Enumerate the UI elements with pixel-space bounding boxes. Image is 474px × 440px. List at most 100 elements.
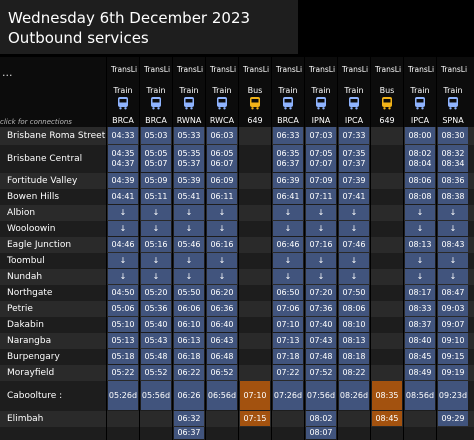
time-cell[interactable]: 06:39	[273, 173, 303, 188]
time-cell[interactable]: 05:41	[174, 189, 204, 204]
time-cell[interactable]: 06:05 06:07	[207, 145, 237, 172]
time-cell[interactable]: 07:09	[306, 173, 336, 188]
time-cell[interactable]: 07:26d	[273, 381, 303, 410]
time-cell[interactable]: ↓	[207, 221, 237, 236]
time-cell[interactable]: 08:45	[372, 411, 402, 426]
time-cell[interactable]: 06:36	[207, 301, 237, 316]
time-cell[interactable]: ↓	[141, 221, 171, 236]
time-cell[interactable]: 05:50	[174, 285, 204, 300]
time-cell[interactable]: 08:35	[372, 381, 402, 410]
service-column-header[interactable]: TransLi Train RWNA	[174, 57, 204, 129]
time-cell[interactable]: ↓	[141, 269, 171, 284]
time-cell[interactable]: 08:43	[438, 237, 468, 252]
station-name[interactable]: Toombul	[7, 255, 45, 266]
time-cell[interactable]: 08:08	[405, 189, 435, 204]
station-name[interactable]: Burpengary	[7, 351, 60, 362]
time-cell[interactable]: 08:10	[339, 317, 369, 332]
time-cell[interactable]: 06:20	[207, 285, 237, 300]
time-cell[interactable]: 06:06	[174, 301, 204, 316]
time-cell[interactable]: 08:02	[306, 411, 336, 426]
time-cell[interactable]: ↓	[108, 221, 138, 236]
time-cell[interactable]: 05:35 05:37	[174, 145, 204, 172]
time-cell[interactable]: ↓	[108, 269, 138, 284]
time-cell[interactable]: 09:10	[438, 333, 468, 348]
time-cell[interactable]: 07:43	[306, 333, 336, 348]
time-cell[interactable]: 06:10	[174, 317, 204, 332]
time-cell[interactable]: ↓	[306, 205, 336, 220]
station-name[interactable]: Brisbane Central	[7, 153, 83, 164]
time-cell[interactable]: 06:43	[207, 333, 237, 348]
time-cell[interactable]: 05:43	[141, 333, 171, 348]
service-column-header[interactable]: TransLi Train IPNA	[306, 57, 336, 129]
time-cell[interactable]: 08:17	[405, 285, 435, 300]
station-name[interactable]: Northgate	[7, 287, 53, 298]
time-cell[interactable]: 08:06	[339, 301, 369, 316]
time-cell[interactable]: 05:39	[174, 173, 204, 188]
service-column-header[interactable]: TransLi Train BRCA	[108, 57, 138, 129]
time-cell[interactable]: 06:03	[207, 127, 237, 144]
time-cell[interactable]: 06:52	[207, 365, 237, 380]
time-cell[interactable]: 08:26d	[339, 381, 369, 410]
time-cell[interactable]: ↓	[174, 205, 204, 220]
time-cell[interactable]: 06:41	[273, 189, 303, 204]
time-cell[interactable]: 05:18	[108, 349, 138, 364]
time-cell[interactable]: 05:06	[108, 301, 138, 316]
time-cell[interactable]: 08:37	[405, 317, 435, 332]
station-name[interactable]: Morayfield	[7, 367, 55, 378]
station-name[interactable]: Albion	[7, 207, 36, 218]
time-cell[interactable]: 06:32	[174, 411, 204, 426]
time-cell[interactable]: 08:40	[405, 333, 435, 348]
time-cell[interactable]: 09:03	[438, 301, 468, 316]
time-cell[interactable]: 05:20	[141, 285, 171, 300]
time-cell[interactable]: ↓	[174, 253, 204, 268]
time-cell[interactable]: 07:20	[306, 285, 336, 300]
station-name[interactable]: Dakabin	[7, 319, 44, 330]
time-cell[interactable]: ↓	[207, 205, 237, 220]
service-column-header[interactable]: TransLi Bus 649	[240, 57, 270, 129]
time-cell[interactable]: 06:11	[207, 189, 237, 204]
time-cell[interactable]: 07:05 07:07	[306, 145, 336, 172]
time-cell[interactable]: 06:50	[273, 285, 303, 300]
time-cell[interactable]: 08:47	[438, 285, 468, 300]
time-cell[interactable]: 07:48	[306, 349, 336, 364]
time-cell[interactable]: 08:36	[438, 173, 468, 188]
time-cell[interactable]: 08:56d	[405, 381, 435, 410]
time-cell[interactable]: ↓	[273, 221, 303, 236]
time-cell[interactable]: ↓	[108, 205, 138, 220]
time-cell[interactable]: 06:48	[207, 349, 237, 364]
service-column-header[interactable]: TransLi Train RWCA	[207, 57, 237, 129]
time-cell[interactable]: 05:46	[174, 237, 204, 252]
time-cell[interactable]: 04:41	[108, 189, 138, 204]
station-name[interactable]: Nundah	[7, 271, 43, 282]
time-cell[interactable]: 07:50	[339, 285, 369, 300]
time-cell[interactable]: 08:02 08:04	[405, 145, 435, 172]
time-cell[interactable]: 08:45	[405, 349, 435, 364]
time-cell[interactable]: 09:07	[438, 317, 468, 332]
time-cell[interactable]: 04:35 04:37	[108, 145, 138, 172]
time-cell[interactable]: 09:23d	[438, 381, 468, 410]
station-name[interactable]: Elimbah	[7, 413, 44, 424]
time-cell[interactable]: 05:09	[141, 173, 171, 188]
station-name[interactable]: Eagle Junction	[7, 239, 72, 250]
time-cell[interactable]: 05:26d	[108, 381, 138, 410]
time-cell[interactable]: ↓	[438, 221, 468, 236]
time-cell[interactable]: 08:18	[339, 349, 369, 364]
time-cell[interactable]: ↓	[273, 253, 303, 268]
service-column-header[interactable]: TransLi Train SPNA	[438, 57, 468, 129]
time-cell[interactable]: 08:32 08:34	[438, 145, 468, 172]
connections-hint[interactable]: click for connections	[0, 118, 72, 126]
service-column-header[interactable]: TransLi Train BRCA	[141, 57, 171, 129]
time-cell[interactable]: 06:13	[174, 333, 204, 348]
time-cell[interactable]: 05:05 05:07	[141, 145, 171, 172]
time-cell[interactable]: 08:33	[405, 301, 435, 316]
time-cell[interactable]: 06:37	[174, 427, 204, 439]
service-column-header[interactable]: TransLi Train BRCA	[273, 57, 303, 129]
station-name[interactable]: Wooloowin	[7, 223, 56, 234]
time-cell[interactable]: ↓	[339, 205, 369, 220]
time-cell[interactable]: 06:40	[207, 317, 237, 332]
service-column-header[interactable]: TransLi Train IPCA	[339, 57, 369, 129]
service-column-header[interactable]: TransLi Bus 649	[372, 57, 402, 129]
station-name[interactable]: Fortitude Valley	[7, 175, 78, 186]
time-cell[interactable]: 08:13	[405, 237, 435, 252]
time-cell[interactable]: 07:03	[306, 127, 336, 144]
